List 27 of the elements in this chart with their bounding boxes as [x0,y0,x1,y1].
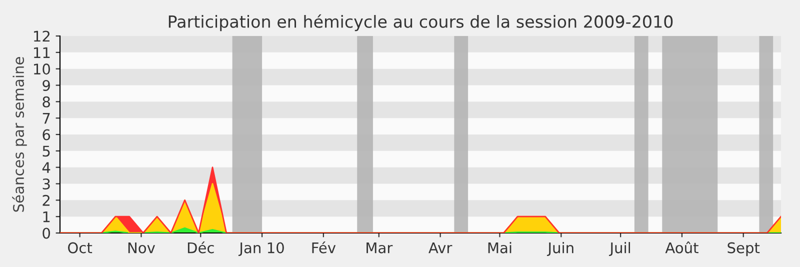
x-tick-label: Juil [608,242,630,256]
y-tick-label: 7 [42,112,50,124]
x-tick-label: Mar [366,242,393,254]
y-tick-label: 2 [42,194,50,206]
y-tick-label: 10 [34,64,50,75]
y-tick-label: 8 [42,96,50,108]
chart-title: Participation en hémicycle au cours de la session 2009-2010 [168,14,673,32]
x-tick-label: Sept [728,242,760,256]
y-tick-label: 0 [42,228,50,239]
x-tick-label: Jan 10 [238,242,284,256]
x-tick-label: Fév [312,241,336,254]
y-tick-label: 9 [42,80,50,91]
x-tick-label: Juin [546,242,574,256]
x-tick-label: Avr [428,242,452,254]
y-tick-label: 5 [42,146,50,157]
x-tick-label: Mai [488,242,512,254]
y-tick-label: 12 [34,30,50,42]
y-tick-label: 11 [34,47,50,58]
x-tick-label: Août [665,241,698,254]
y-tick-label: 3 [42,178,50,190]
x-tick-label: Oct [68,242,92,254]
y-tick-label: 1 [43,211,50,222]
y-axis-title: Séances par semaine [12,57,27,212]
y-tick-label: 6 [42,129,50,140]
x-tick-label: Nov [128,242,156,254]
y-tick-label: 4 [42,162,50,173]
x-tick-label: Déc [188,241,214,254]
